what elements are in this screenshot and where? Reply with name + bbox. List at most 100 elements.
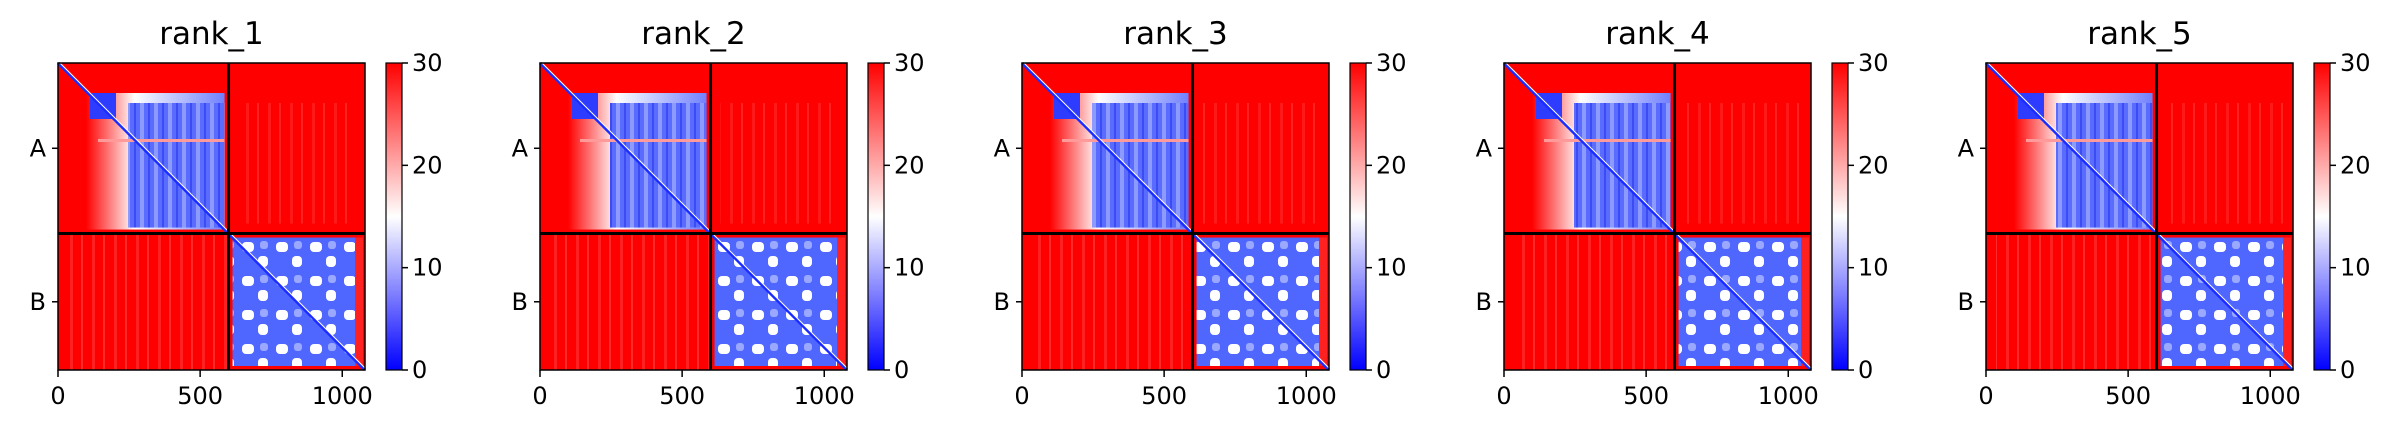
block-AB [1202, 103, 1319, 224]
block-AA-core [1092, 103, 1189, 228]
block-BB-edge [2283, 237, 2291, 366]
panel-title: rank_1 [159, 16, 264, 52]
block-AA-stripe [98, 139, 225, 142]
block-AA-stripe [580, 139, 707, 142]
block-BA [68, 233, 229, 370]
colorbar [2313, 62, 2331, 371]
colorbar-tick-label: 30 [894, 49, 925, 77]
colorbar-tick-label: 20 [894, 151, 925, 179]
block-AB [238, 103, 355, 224]
block-AA-core [128, 103, 225, 228]
chain-label-A: A [512, 134, 529, 162]
plot-frame [57, 62, 366, 371]
heatmap-panel-4: rank_4 A B 0 500 1000 0 10 20 30 [1476, 16, 1889, 410]
colorbar-tick-label: 20 [1376, 151, 1407, 179]
block-BB-edge [837, 237, 845, 366]
block-AA-stripe [1544, 139, 1671, 142]
block-BB-edge [1801, 237, 1809, 366]
x-tick-label: 500 [659, 382, 705, 410]
colorbar-tick-label: 10 [412, 254, 443, 282]
heatmap-panel-5: rank_5 A B 0 500 1000 0 10 20 30 [1958, 16, 2371, 410]
chain-label-B: B [1476, 288, 1492, 316]
chain-label-A: A [1958, 134, 1975, 162]
block-AB [1684, 103, 1801, 224]
x-tick-label: 0 [50, 382, 65, 410]
diagonal-highlight [1987, 62, 2294, 369]
colorbar-tick-label: 0 [412, 356, 427, 384]
block-AB [2166, 103, 2283, 224]
x-tick-label: 0 [1978, 382, 1993, 410]
colorbar [1349, 62, 1367, 371]
chain-label-A: A [30, 134, 47, 162]
x-tick-label: 1000 [2240, 382, 2301, 410]
block-BA [550, 233, 711, 370]
diagonal-line [1020, 61, 1331, 372]
x-tick-label: 500 [1141, 382, 1187, 410]
block-BB-edge [1319, 237, 1327, 366]
block-BA [1032, 233, 1193, 370]
colorbar [385, 62, 403, 371]
plot-frame [539, 62, 848, 371]
diagonal-line [538, 61, 849, 372]
chain-label-B: B [30, 288, 46, 316]
diagonal-highlight [541, 62, 848, 369]
colorbar-tick-label: 10 [1858, 254, 1889, 282]
colorbar-tick-label: 20 [2340, 151, 2371, 179]
x-tick-label: 0 [1496, 382, 1511, 410]
panel-title: rank_4 [1605, 16, 1710, 52]
x-tick-label: 500 [1623, 382, 1669, 410]
colorbar-tick-label: 20 [1858, 151, 1889, 179]
heatmap-panel-1: rank_1 A B 0 500 1000 0 10 20 30 [30, 16, 443, 410]
colorbar-tick-label: 10 [1376, 254, 1407, 282]
panel-title: rank_5 [2087, 16, 2192, 52]
diagonal-highlight [59, 62, 366, 369]
plot-frame [1985, 62, 2294, 371]
colorbar-tick-label: 10 [2340, 254, 2371, 282]
block-AA-stripe [1062, 139, 1189, 142]
colorbar-tick-label: 0 [2340, 356, 2355, 384]
block-BA [1996, 233, 2157, 370]
colorbar [867, 62, 885, 371]
colorbar-tick-label: 0 [894, 356, 909, 384]
heatmap-panel-2: rank_2 A B 0 500 1000 0 10 20 30 [512, 16, 925, 410]
chain-label-B: B [1958, 288, 1974, 316]
block-AA-core [1574, 103, 1671, 228]
chain-label-B: B [512, 288, 528, 316]
diagonal-line [1502, 61, 1813, 372]
diagonal-highlight [1023, 62, 1330, 369]
x-tick-label: 1000 [794, 382, 855, 410]
colorbar [1831, 62, 1849, 371]
colorbar-tick-label: 10 [894, 254, 925, 282]
block-AB [720, 103, 837, 224]
colorbar-tick-label: 0 [1376, 356, 1391, 384]
block-AA-stripe [2026, 139, 2153, 142]
block-AA-core [2056, 103, 2153, 228]
x-tick-label: 0 [1014, 382, 1029, 410]
x-tick-label: 1000 [1276, 382, 1337, 410]
block-BB-edge [355, 237, 363, 366]
chain-label-A: A [994, 134, 1011, 162]
block-AA-core [610, 103, 707, 228]
panel-title: rank_3 [1123, 16, 1228, 52]
x-tick-label: 500 [177, 382, 223, 410]
plot-frame [1503, 62, 1812, 371]
colorbar-tick-label: 30 [1858, 49, 1889, 77]
colorbar-tick-label: 30 [412, 49, 443, 77]
colorbar-tick-label: 30 [2340, 49, 2371, 77]
diagonal-highlight [1505, 62, 1812, 369]
x-tick-label: 1000 [312, 382, 373, 410]
plot-frame [1021, 62, 1330, 371]
panel-title: rank_2 [641, 16, 746, 52]
colorbar-tick-label: 30 [1376, 49, 1407, 77]
colorbar-tick-label: 20 [412, 151, 443, 179]
diagonal-line [56, 61, 367, 372]
x-tick-label: 500 [2105, 382, 2151, 410]
chain-label-A: A [1476, 134, 1493, 162]
chain-label-B: B [994, 288, 1010, 316]
diagonal-line [1984, 61, 2295, 372]
x-tick-label: 1000 [1758, 382, 1819, 410]
block-BA [1514, 233, 1675, 370]
x-tick-label: 0 [532, 382, 547, 410]
heatmap-panel-3: rank_3 A B 0 500 1000 0 10 20 30 [994, 16, 1407, 410]
